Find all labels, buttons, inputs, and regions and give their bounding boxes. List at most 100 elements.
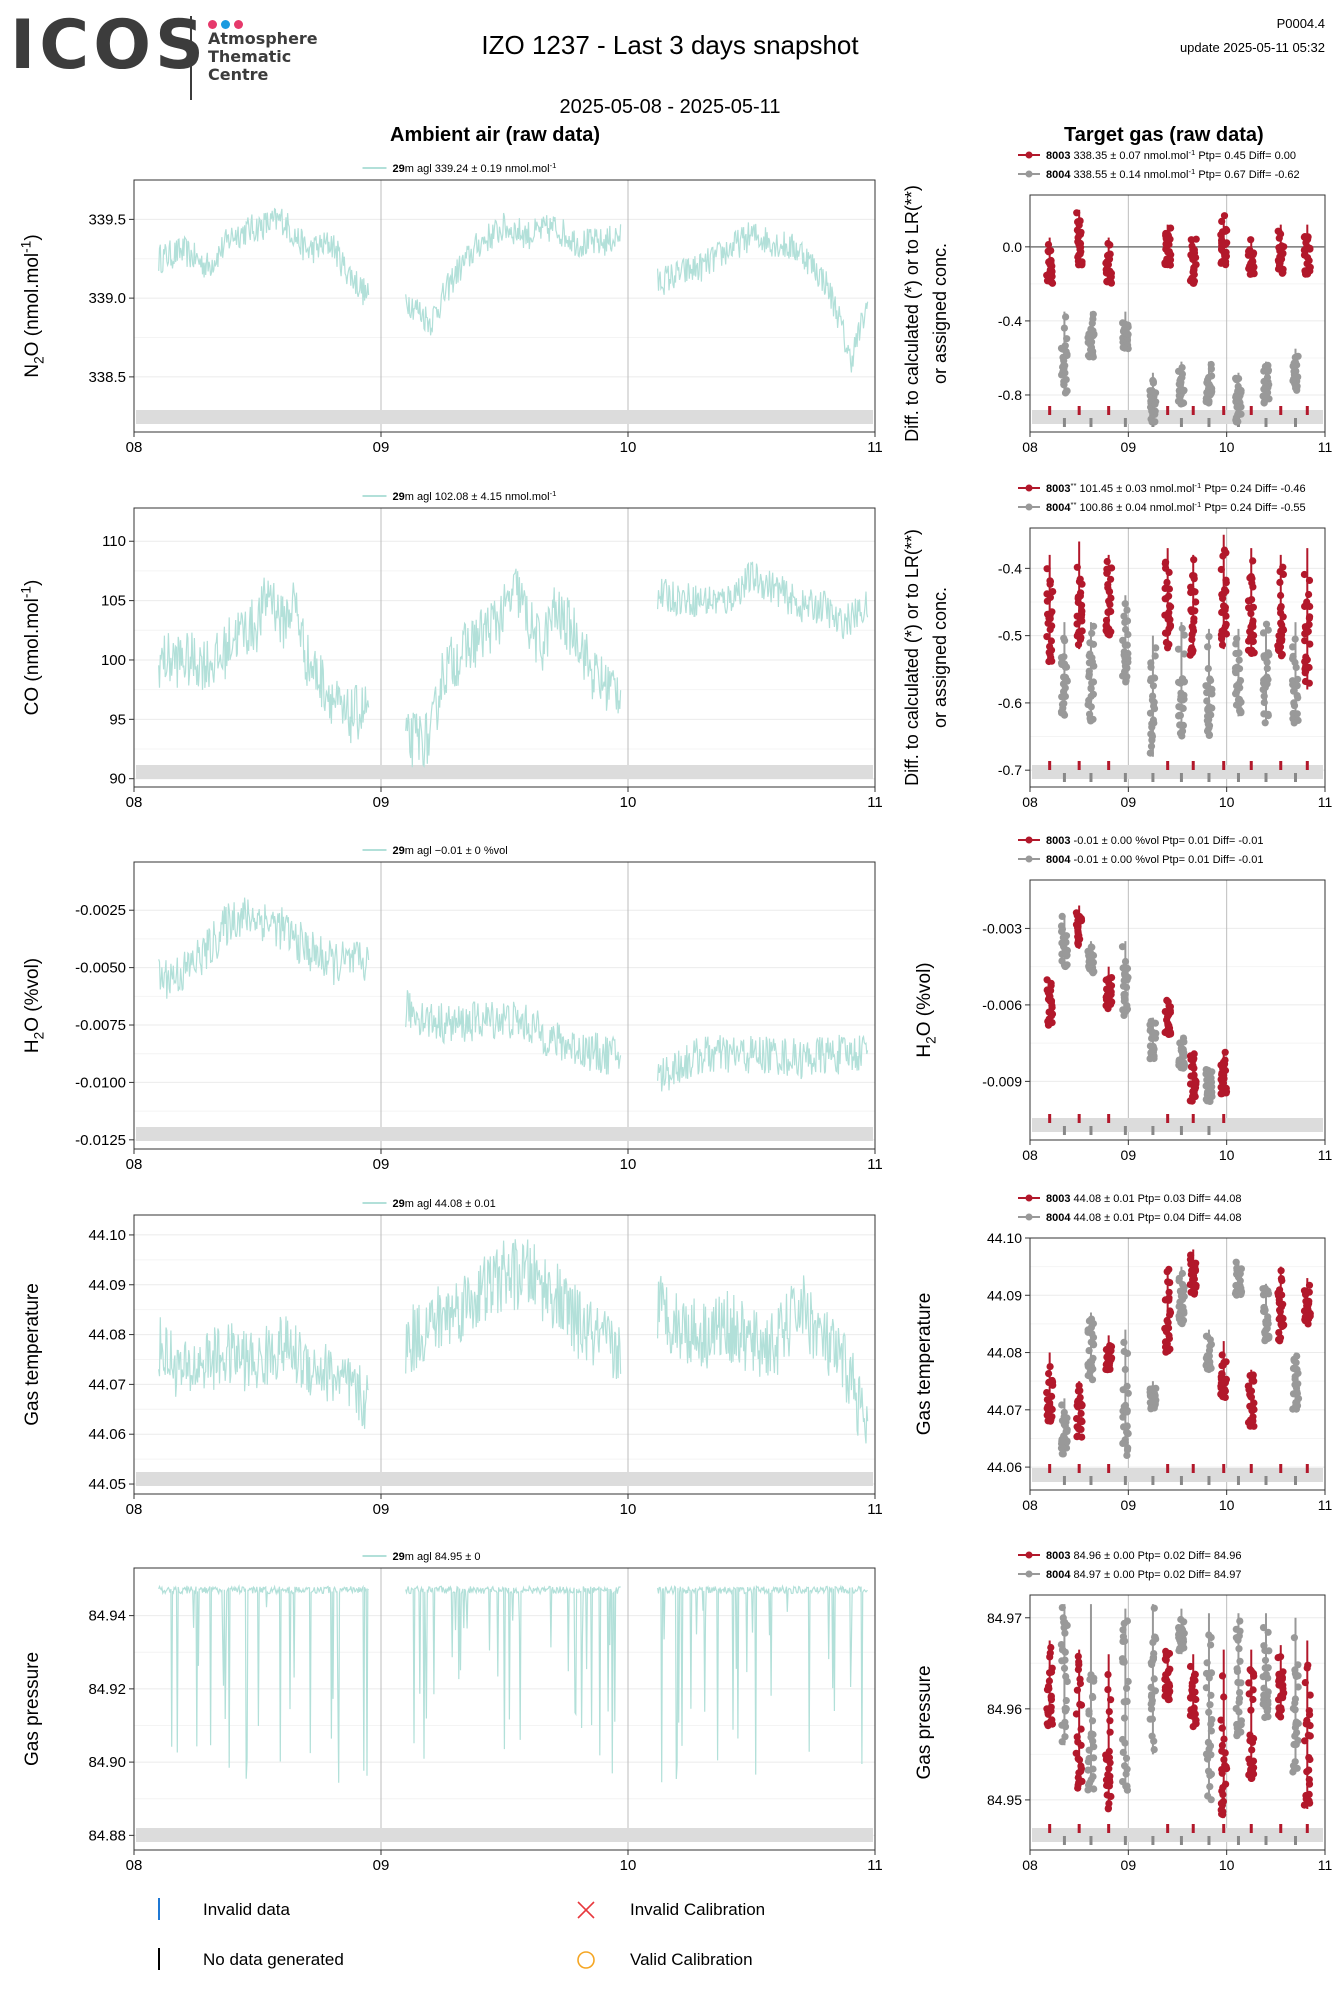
cal-mark-8004 <box>1089 418 1093 427</box>
cal-mark-8003 <box>1279 1464 1283 1473</box>
cal-mark-8004 <box>1089 1836 1093 1845</box>
cluster-8003 <box>1186 1249 1200 1298</box>
cal-mark-8004 <box>1294 773 1297 782</box>
series-line <box>405 990 622 1075</box>
valid-calibration-icon <box>577 1951 595 1969</box>
legend-text: 8004** 100.86 ± 0.04 nmol.mol-1 Ptp= 0.2… <box>1046 500 1306 514</box>
y-axis-label: or assigned conc. <box>930 587 950 728</box>
cluster-8004 <box>1119 311 1132 353</box>
cluster-8003 <box>1245 1649 1258 1782</box>
cluster-8003 <box>1300 224 1314 278</box>
cal-mark-8004 <box>1062 418 1066 427</box>
plot-frame <box>1029 527 1326 788</box>
cal-mark-8003 <box>1166 406 1170 415</box>
y-tick-label: 90 <box>109 771 126 788</box>
series-line <box>405 212 622 336</box>
cal-mark-8003 <box>1191 1824 1195 1833</box>
legend-text: 8003** 101.45 ± 0.03 nmol.mol-1 Ptp= 0.2… <box>1046 481 1306 495</box>
y-tick-label: 100 <box>101 652 126 669</box>
cluster-8003 <box>1274 1645 1288 1721</box>
cal-mark-8003 <box>1305 761 1309 770</box>
x-tick-label: 11 <box>1318 794 1333 810</box>
cluster-8004 <box>1084 1312 1098 1384</box>
plot-frame <box>133 1567 876 1851</box>
y-tick-label: 0.0 <box>1003 239 1023 255</box>
cal-mark-8003 <box>1222 406 1226 415</box>
cluster-8003 <box>1186 554 1200 659</box>
cluster-8004 <box>1119 1329 1132 1459</box>
series-line <box>158 897 370 999</box>
cluster-8004 <box>1118 941 1132 1020</box>
cal-mark-8003 <box>1166 1824 1170 1833</box>
cluster-8004 <box>1084 310 1098 361</box>
y-axis-label: Gas temperature <box>22 1283 43 1426</box>
plot-frame <box>1029 879 1326 1141</box>
cal-mark-8004 <box>1294 1476 1297 1485</box>
cal-mark-8004 <box>1062 1126 1066 1135</box>
cluster-8003 <box>1043 237 1057 287</box>
cluster-8004 <box>1057 1398 1071 1458</box>
cluster-8003 <box>1043 1640 1056 1730</box>
cal-mark-8003 <box>1048 761 1052 770</box>
cal-mark-8003 <box>1048 406 1052 415</box>
cal-mark-8004 <box>1062 1836 1066 1845</box>
ambient-panel-h2o-ambient: 08 09 10 11 -0.0125 -0.0100 -0.0075 -0.0050 -0.0… <box>22 845 883 1173</box>
legend-text: 8003 44.08 ± 0.01 Ptp= 0.03 Diff= 44.08 <box>1046 1193 1241 1205</box>
x-tick-label: 10 <box>620 794 637 811</box>
cluster-8004 <box>1289 1352 1303 1413</box>
y-tick-label: 44.07 <box>987 1402 1022 1418</box>
x-tick-label: 10 <box>1219 794 1235 810</box>
cal-mark-8003 <box>1279 761 1283 770</box>
y-tick-label: 44.05 <box>88 1476 126 1493</box>
cluster-8004 <box>1202 1066 1216 1105</box>
series-line <box>657 1034 869 1092</box>
cluster-8003 <box>1161 548 1175 652</box>
cal-mark-8003 <box>1166 761 1170 770</box>
x-tick-label: 08 <box>1022 1857 1038 1873</box>
x-tick-label: 08 <box>1022 1497 1038 1513</box>
cluster-8003 <box>1274 554 1288 660</box>
cal-mark-8004 <box>1236 1836 1240 1845</box>
y-tick-label: 84.94 <box>88 1608 126 1625</box>
cal-mark-8003 <box>1107 406 1111 415</box>
x-tick-label: 10 <box>1219 1497 1235 1513</box>
page-title: IZO 1237 - Last 3 days snapshot <box>481 30 859 60</box>
cluster-8003 <box>1073 209 1086 269</box>
legend-dot <box>1025 1213 1033 1221</box>
x-tick-label: 09 <box>373 1156 390 1173</box>
plot-frame <box>133 861 876 1150</box>
ambient-panel-press-ambient: 08 09 10 11 84.88 84.90 84.92 84.94 Gas pressure… <box>22 1551 883 1874</box>
y-tick-label: 44.06 <box>88 1426 126 1443</box>
cal-mark-8003 <box>1048 1824 1052 1833</box>
legend-dot <box>1025 151 1033 159</box>
cal-mark-8004 <box>1207 1476 1211 1485</box>
x-tick-label: 09 <box>373 794 390 811</box>
cal-mark-8004 <box>1236 773 1240 782</box>
logo-dots <box>208 16 247 34</box>
status-band <box>136 1828 873 1842</box>
x-tick-label: 08 <box>1022 439 1038 455</box>
legend-text: 8003 338.35 ± 0.07 nmol.mol-1 Ptp= 0.45 … <box>1046 148 1296 162</box>
y-axis-label: Diff. to calculated (*) or to LR(**) <box>902 529 922 786</box>
x-tick-label: 08 <box>1022 794 1038 810</box>
invalid-data-label: Invalid data <box>203 1900 290 1919</box>
series-line <box>405 1584 621 1774</box>
x-tick-label: 08 <box>126 1857 143 1874</box>
cluster-8003 <box>1102 554 1116 639</box>
y-tick-label: -0.0075 <box>75 1017 126 1034</box>
cluster-8004 <box>1259 1613 1273 1722</box>
legend-text: 8004 -0.01 ± 0.00 %vol Ptp= 0.01 Diff= -… <box>1046 854 1263 866</box>
x-tick-label: 11 <box>1318 1147 1333 1163</box>
cal-mark-8004 <box>1294 1836 1297 1845</box>
cal-mark-8004 <box>1264 773 1268 782</box>
y-axis-label: CO (nmol.mol-1) <box>18 580 43 716</box>
cluster-8003 <box>1102 1654 1115 1813</box>
cluster-8004 <box>1175 1608 1188 1655</box>
cluster-8004 <box>1232 1613 1245 1740</box>
series-line <box>158 1584 369 1783</box>
ambient-panel-co-ambient: 08 09 10 11 90 95 100 105 110 CO (nmol.mol-1) 29m … <box>18 489 882 811</box>
cal-mark-8003 <box>1077 406 1081 415</box>
cluster-8004 <box>1146 635 1160 757</box>
cal-mark-8003 <box>1249 1464 1253 1473</box>
x-tick-label: 11 <box>867 439 883 456</box>
